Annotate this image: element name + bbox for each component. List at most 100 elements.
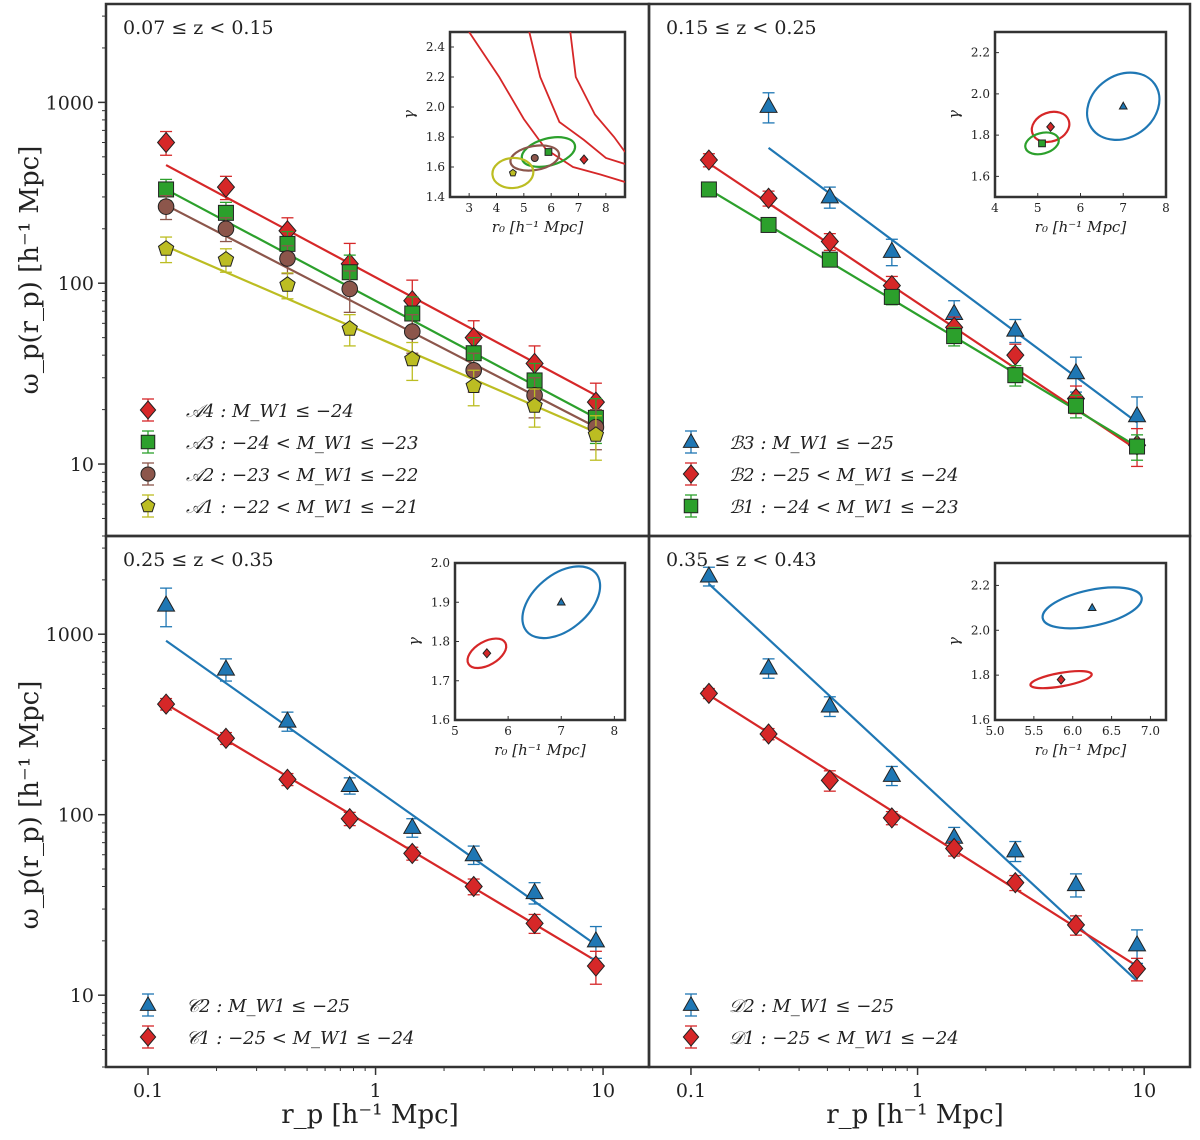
inset-y-title: γ — [945, 110, 963, 119]
panel-4: 0.1 1 10 0.35 ≤ z < 0.43 𝒟2 : M_W1 ≤ −25 𝒟1 :… — [647, 534, 1192, 1102]
y-tick-label: 100 — [58, 805, 94, 827]
x-tick-label: 10 — [1132, 1080, 1156, 1102]
x-tick-label: 1 — [370, 1080, 382, 1102]
data-point — [586, 930, 606, 948]
data-point — [525, 882, 544, 900]
data-point — [465, 377, 482, 393]
inset-x-tick-label: 7 — [557, 724, 565, 738]
data-point — [403, 323, 421, 340]
data-point — [1005, 840, 1025, 858]
data-point — [156, 693, 176, 715]
inset-y-tick-label: 1.6 — [426, 160, 445, 174]
y-tick-label: 10 — [70, 454, 94, 476]
data-point — [882, 807, 902, 829]
inset-x-tick-label: 7.0 — [1141, 724, 1160, 738]
y-axis-title-bottom: ω_p(r_p) [h⁻¹ Mpc] — [15, 681, 45, 930]
data-point — [217, 220, 235, 238]
data-point — [156, 131, 176, 154]
inset-x-tick-label: 4 — [493, 201, 501, 215]
inset-x-tick-label: 8 — [1162, 201, 1170, 215]
data-point — [699, 682, 719, 705]
data-point — [340, 807, 359, 830]
data-point — [946, 328, 963, 345]
data-point — [340, 775, 360, 793]
data-point — [821, 251, 838, 268]
panel-title: 0.15 ≤ z < 0.25 — [666, 17, 817, 39]
confidence-ellipse — [1024, 131, 1060, 156]
inset-best-fit-point — [579, 154, 589, 165]
inset-best-fit-point — [482, 648, 492, 659]
data-point — [883, 288, 900, 305]
inset-best-fit-point — [556, 597, 566, 606]
inset-x-tick-label: 5 — [520, 201, 528, 215]
fit-line-4 — [165, 245, 597, 434]
inset-3: 5 6 7 8 1.6 1.7 1.8 1.9 2.0 r₀ [h⁻¹ Mpc] γ — [405, 556, 627, 759]
data-point — [216, 659, 236, 676]
data-point — [525, 912, 544, 935]
data-point — [278, 711, 297, 728]
x-axis-title-right: r_p [h⁻¹ Mpc] — [826, 1100, 1004, 1130]
legend-marker — [140, 498, 156, 513]
legend-marker — [139, 400, 157, 420]
inset-y-tick-label: 1.8 — [971, 128, 990, 142]
legend-label: ℬ3 : M_W1 ≤ −25 — [729, 433, 894, 454]
inset-x-tick-label: 5.5 — [1024, 724, 1043, 738]
inset-best-fit-point — [1046, 121, 1056, 133]
data-point — [341, 280, 359, 298]
inset-x-tick-label: 5 — [451, 724, 459, 738]
confidence-ellipse — [1085, 71, 1161, 141]
legend-label: 𝒜2 : −23 < M_W1 ≤ −22 — [186, 465, 418, 486]
inset-frame — [993, 30, 1168, 199]
data-point — [587, 426, 605, 442]
inset-x-tick-label: 5.0 — [985, 724, 1004, 738]
inset-x-tick-label: 4 — [991, 201, 999, 215]
data-point — [700, 181, 717, 198]
data-point — [157, 198, 175, 215]
data-point — [402, 817, 422, 834]
data-point — [217, 250, 235, 267]
data-point — [403, 842, 422, 865]
x-tick-label: 10 — [591, 1080, 615, 1102]
inset-y-tick-label: 1.6 — [431, 713, 450, 727]
inset-y-title: γ — [405, 637, 423, 646]
data-point — [279, 250, 296, 267]
data-point — [1005, 320, 1025, 337]
panel-title: 0.07 ≤ z < 0.15 — [123, 17, 274, 39]
legend-marker — [140, 466, 156, 482]
inset-x-tick-label: 7 — [575, 201, 583, 215]
inset-contours — [1029, 586, 1143, 690]
legend-marker — [683, 498, 699, 514]
fit-line-2 — [165, 703, 597, 962]
data-point — [699, 566, 719, 583]
data-point — [404, 350, 421, 367]
fit-line-1 — [165, 164, 597, 397]
data-point — [1127, 958, 1147, 980]
legend-label: ℬ2 : −25 < M_W1 ≤ −24 — [729, 465, 959, 486]
inset-y-tick-label: 1.9 — [431, 595, 450, 609]
data-point — [464, 844, 484, 862]
inset-best-fit-point — [1087, 602, 1097, 612]
inset-best-fit-point — [530, 153, 539, 163]
confidence-ellipse — [466, 637, 508, 670]
inset-x-tick-label: 6 — [547, 201, 555, 215]
y-tick-label: 1000 — [46, 92, 94, 114]
legend-label: 𝒞1 : −25 < M_W1 ≤ −24 — [186, 1028, 415, 1049]
data-point — [759, 187, 778, 210]
data-point — [1006, 344, 1025, 366]
fit-line-2 — [165, 188, 597, 419]
inset-y-tick-label: 2.4 — [426, 40, 445, 54]
inset-x-title: r₀ [h⁻¹ Mpc] — [494, 741, 586, 759]
panel-frame — [647, 534, 1192, 1069]
inset-contours — [1024, 71, 1161, 156]
y-tick-label: 100 — [58, 273, 94, 295]
data-point — [341, 320, 358, 336]
inset-y-tick-label: 1.8 — [431, 635, 450, 649]
inset-y-tick-label: 1.8 — [971, 668, 990, 682]
data-point — [882, 241, 902, 258]
inset-x-title: r₀ [h⁻¹ Mpc] — [492, 218, 584, 236]
legend-label: 𝒜3 : −24 < M_W1 ≤ −23 — [186, 433, 418, 454]
inset-y-tick-label: 2.0 — [971, 87, 990, 101]
inset-best-fit-point — [1056, 674, 1066, 685]
panel-1: 10 100 1000 0.07 ≤ z < 0.15 𝒜4 : M_W1 ≤ −24 𝒜… — [46, 2, 651, 538]
